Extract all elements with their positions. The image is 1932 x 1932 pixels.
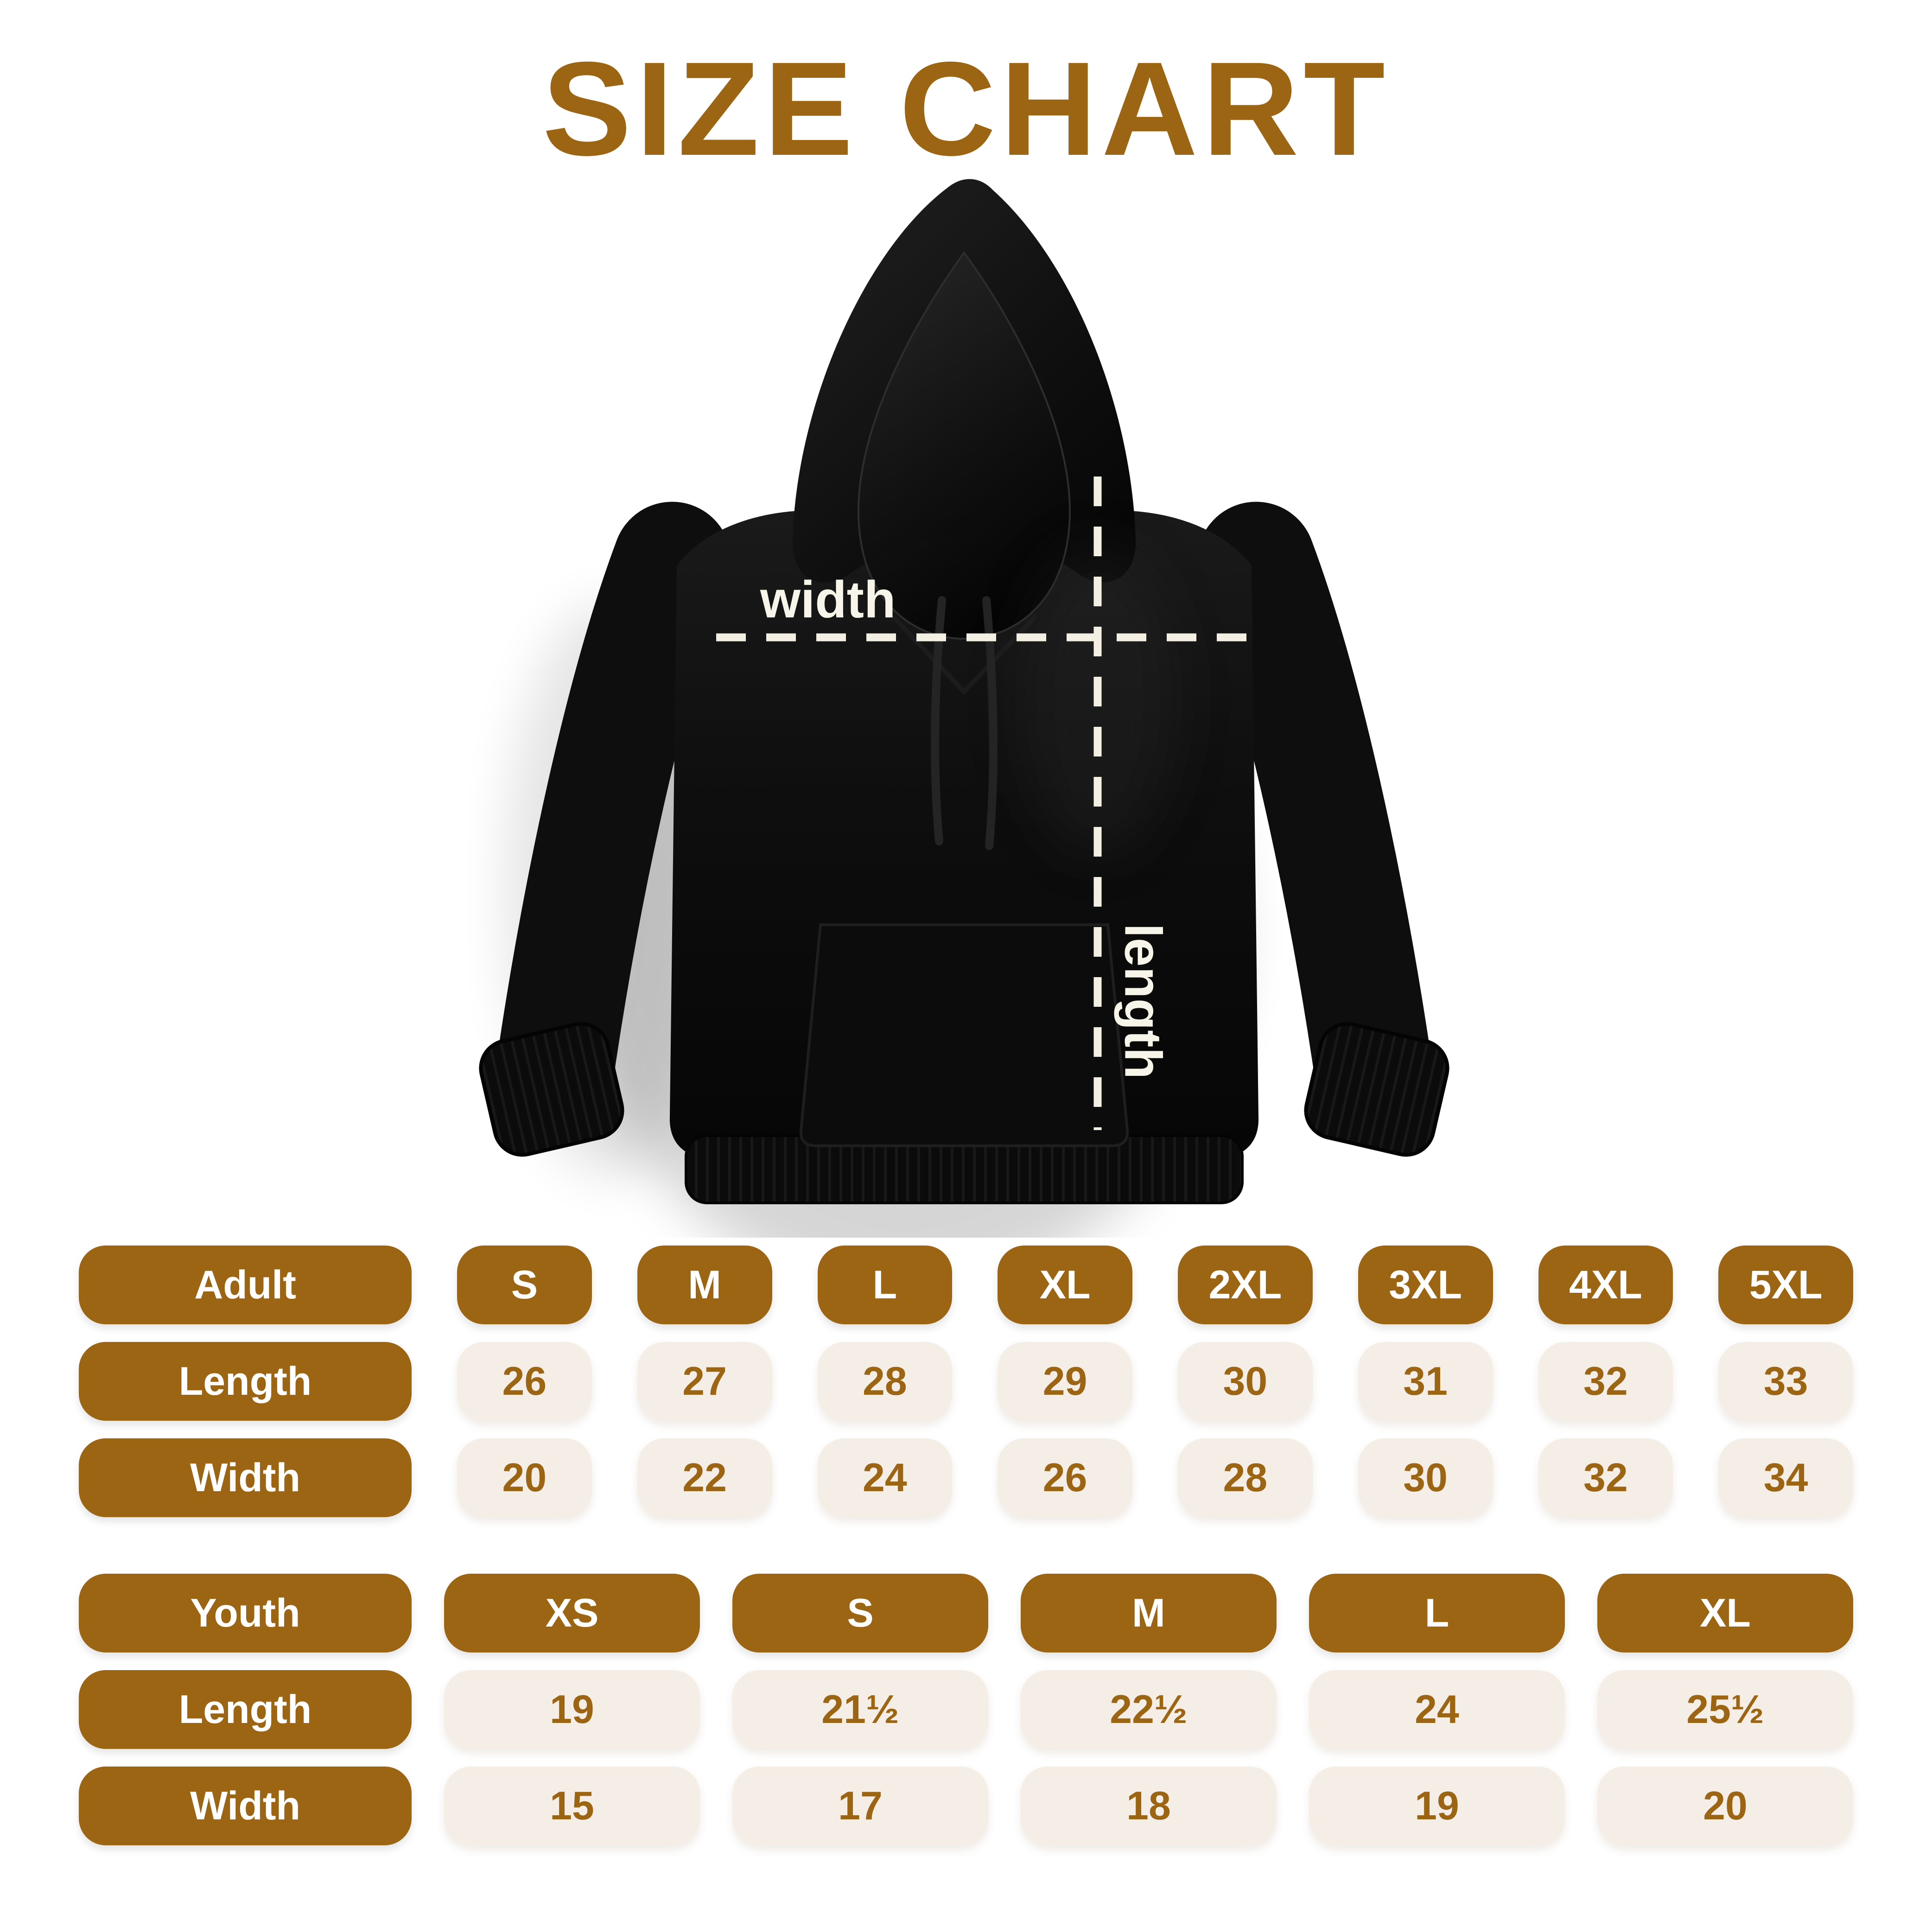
adult-row-label-length: Length	[79, 1342, 412, 1421]
adult-table-label: Adult	[79, 1246, 412, 1324]
youth-size-header-s: S	[732, 1574, 988, 1652]
adult-length-value: 26	[457, 1342, 592, 1421]
adult-length-value: 33	[1718, 1342, 1853, 1421]
youth-size-header-xl: XL	[1597, 1574, 1853, 1652]
youth-width-value: 19	[1309, 1767, 1565, 1845]
hood-opening	[857, 251, 1071, 640]
adult-width-value: 32	[1538, 1438, 1673, 1517]
adult-length-value: 29	[998, 1342, 1132, 1421]
adult-size-header-2xl: 2XL	[1178, 1246, 1313, 1324]
hoodie-measurement-diagram: width length	[468, 167, 1460, 1293]
adult-size-header-3xl: 3XL	[1358, 1246, 1493, 1324]
adult-width-value: 34	[1718, 1438, 1853, 1517]
adult-width-value: 24	[817, 1438, 953, 1517]
adult-width-value: 22	[637, 1438, 772, 1517]
youth-width-value: 17	[732, 1767, 988, 1845]
hoodie-illustration: width length	[479, 179, 1449, 1293]
youth-size-header-l: L	[1309, 1574, 1565, 1652]
kangaroo-pocket	[799, 923, 1129, 1147]
right-sleeve	[1197, 502, 1431, 1121]
adult-length-value: 31	[1358, 1342, 1493, 1421]
youth-length-value: 19	[444, 1670, 700, 1749]
youth-length-value: 25½	[1597, 1670, 1853, 1749]
left-cuff	[479, 1022, 624, 1157]
youth-width-value: 20	[1597, 1767, 1853, 1845]
youth-width-value: 18	[1021, 1767, 1277, 1845]
right-cuff	[1304, 1022, 1449, 1157]
adult-length-value: 32	[1538, 1342, 1673, 1421]
page-title: SIZE CHART	[542, 34, 1390, 184]
adult-size-header-s: S	[457, 1246, 592, 1324]
adult-size-header-4xl: 4XL	[1538, 1246, 1673, 1324]
length-measure-label: length	[1114, 923, 1172, 1079]
youth-size-header-xs: XS	[444, 1574, 700, 1652]
adult-size-table: Adult S M L XL 2XL 3XL 4XL 5XL Length 26…	[79, 1246, 1853, 1517]
youth-length-value: 21½	[732, 1670, 988, 1749]
adult-size-header-5xl: 5XL	[1718, 1246, 1853, 1324]
adult-size-header-xl: XL	[998, 1246, 1132, 1324]
youth-table-label: Youth	[79, 1574, 412, 1652]
youth-length-value: 24	[1309, 1670, 1565, 1749]
right-drawstring	[982, 596, 998, 850]
adult-size-header-m: M	[637, 1246, 772, 1324]
left-drawstring	[931, 596, 946, 845]
adult-width-value: 20	[457, 1438, 592, 1517]
left-sleeve	[497, 502, 731, 1121]
width-measure-label: width	[760, 571, 896, 629]
adult-length-value: 30	[1178, 1342, 1313, 1421]
youth-size-header-m: M	[1021, 1574, 1277, 1652]
adult-size-header-l: L	[817, 1246, 953, 1324]
youth-row-label-length: Length	[79, 1670, 412, 1749]
chest-v-seam	[891, 615, 1037, 695]
adult-row-label-width: Width	[79, 1438, 412, 1517]
adult-width-value: 28	[1178, 1438, 1313, 1517]
youth-row-label-width: Width	[79, 1767, 412, 1845]
youth-size-table: Youth XS S M L XL Length 19 21½ 22½ 24 2…	[79, 1574, 1853, 1845]
youth-length-value: 22½	[1021, 1670, 1277, 1749]
adult-width-value: 30	[1358, 1438, 1493, 1517]
youth-width-value: 15	[444, 1767, 700, 1845]
adult-length-value: 27	[637, 1342, 772, 1421]
adult-length-value: 28	[817, 1342, 953, 1421]
adult-width-value: 26	[998, 1438, 1132, 1517]
